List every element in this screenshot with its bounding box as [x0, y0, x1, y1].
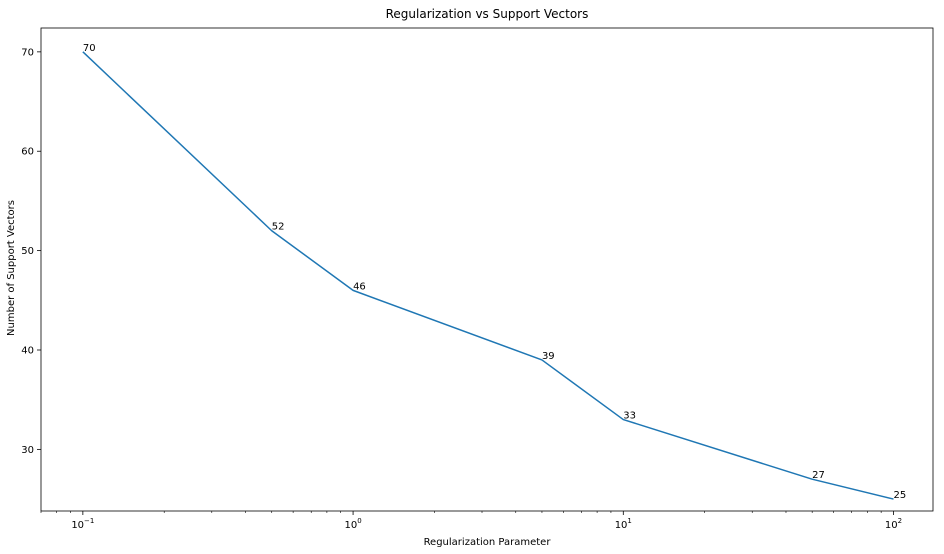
y-axis-label: Number of Support Vectors: [6, 200, 17, 336]
axes-frame: [40, 27, 934, 512]
chart-title: Regularization vs Support Vectors: [386, 7, 589, 21]
series-line: [82, 51, 894, 500]
data-label: 70: [83, 43, 96, 54]
y-tick-label: 60: [21, 147, 34, 158]
plot-area: 30 40 50 60 70 10−1 100 101 102 70 52 46 39 33 27 25: [21, 27, 934, 531]
data-label: 33: [623, 411, 636, 422]
y-tick-label: 40: [21, 346, 34, 357]
x-tick-label: 10−1: [71, 517, 94, 531]
x-tick-label: 102: [885, 517, 902, 531]
data-label: 25: [894, 490, 907, 501]
data-label: 39: [542, 351, 555, 362]
x-axis-label: Regularization Parameter: [424, 537, 552, 548]
data-label: 52: [272, 222, 285, 233]
y-tick-label: 70: [21, 47, 34, 58]
x-tick-label: 100: [344, 517, 361, 531]
y-tick-label: 30: [21, 445, 34, 456]
y-tick-label: 50: [21, 246, 34, 257]
data-label: 46: [353, 281, 366, 292]
x-tick-label: 101: [615, 517, 632, 531]
data-label: 27: [812, 470, 825, 481]
